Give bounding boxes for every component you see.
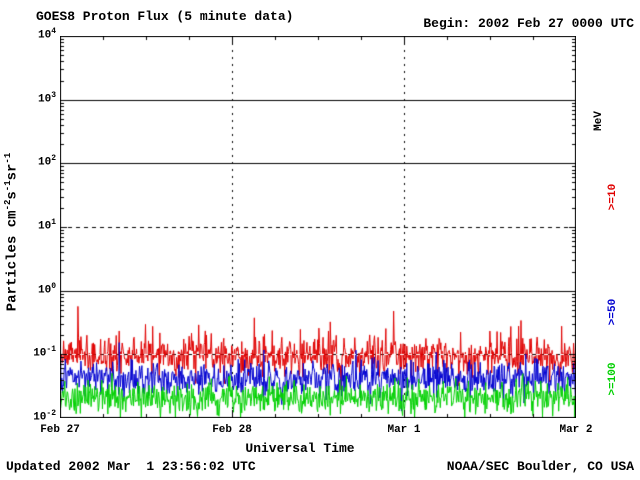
x-axis-title: Universal Time <box>245 441 355 456</box>
y-tick-label: 10-2 <box>33 409 56 424</box>
y-tick-label: 10-1 <box>33 345 56 360</box>
y-tick-label: 101 <box>37 218 56 233</box>
x-tick-label: Feb 28 <box>212 424 252 436</box>
x-tick-label: Mar 1 <box>387 424 421 436</box>
y-tick-label: 104 <box>37 27 56 42</box>
updated-timestamp: Updated 2002 Mar 1 23:56:02 UTC <box>6 459 256 474</box>
x-tick-label: Feb 27 <box>40 424 80 436</box>
y-tick-label: 102 <box>37 154 56 169</box>
y-tick-label: 100 <box>37 281 56 297</box>
y-axis-title: Particles cm-2s-1sr-1 <box>3 152 21 312</box>
right-axis-unit-label: MeV <box>593 111 605 131</box>
credit-label: NOAA/SEC Boulder, CO USA <box>446 459 634 474</box>
chart-title: GOES8 Proton Flux (5 minute data) <box>36 9 294 24</box>
right-axis-threshold-label: >=100 <box>607 362 619 396</box>
y-tick-label: 103 <box>37 90 56 106</box>
right-axis-threshold-label: >=10 <box>607 183 619 211</box>
plot-canvas <box>60 36 576 418</box>
x-tick-label: Mar 2 <box>559 424 593 436</box>
begin-time-label: Begin: 2002 Feb 27 0000 UTC <box>423 16 634 31</box>
